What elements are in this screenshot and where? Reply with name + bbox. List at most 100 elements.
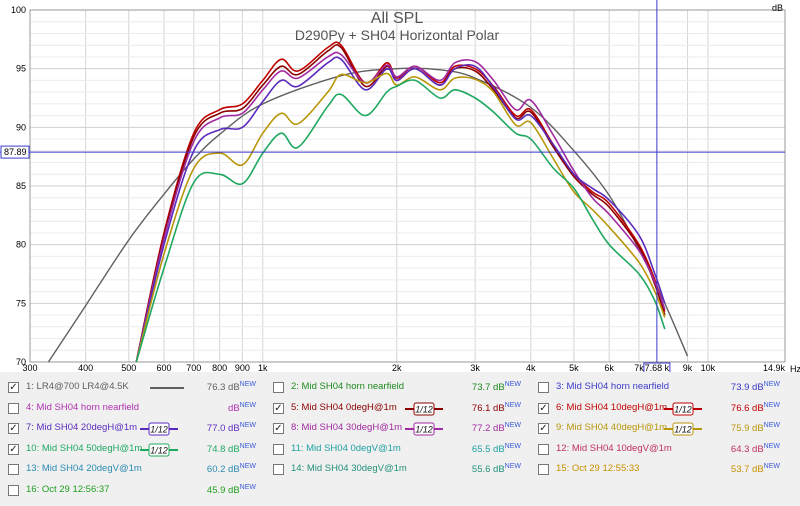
legend-checkbox[interactable] [273,464,284,475]
legend-new-badge: NEW [504,463,521,470]
smoothing-label: 1/12 [674,404,692,414]
legend-checkbox[interactable] [273,443,284,455]
smoothing-label: 1/12 [674,425,692,435]
legend-new-badge: NEW [239,483,256,491]
legend-checkbox[interactable] [538,443,549,455]
tick-labels: 300 400 500 600 700 800 900 1k 2k 3k 4k 5k 6k 7k 9k 10k… [11,5,786,372]
legend-label: 12: Mid SH04 10degV@1m [556,442,672,454]
legend-new-badge: NEW [504,422,521,429]
legend-label: 9: Mid SH04 40degH@1m [556,422,668,433]
smoothing-label: 1/12 [415,404,433,414]
x-tick-label: 900 [235,363,250,372]
legend-value-text: 76.3 dB [206,382,240,394]
smoothing-selector[interactable]: 1/12 [405,422,443,436]
x-tick-label: 10k [701,363,716,372]
legend-checkbox[interactable] [273,382,284,393]
legend-new-badge: NEW [763,401,780,409]
x-tick-label: 5k [569,363,579,372]
spl-chart[interactable]: All SPL D290Py + SH04 Horizontal Polar 3… [0,0,800,372]
legend-new-badge: NEW [763,381,780,388]
legend-new-badge: NEW [504,442,521,450]
legend-value: 60.2 dBNEW [207,463,256,475]
legend-value: 73.9 dBNEW [731,381,780,393]
legend-item[interactable]: ✓ 9: Mid SH04 40degH@1m 1/12 75.9 dBNEW [538,419,780,439]
y-tick-label: 90 [16,122,26,132]
legend-value: 45.9 dBNEW [207,484,256,496]
chart-subtitle: D290Py + SH04 Horizontal Polar [295,27,500,43]
series-line [135,72,666,363]
cursor[interactable]: 87.89 7.68 k [0,0,785,372]
x-tick-label: 800 [212,363,227,372]
legend-label: 2: Mid SH04 horn nearfield [291,381,405,392]
smoothing-selector[interactable]: 1/12 [140,443,178,456]
smoothing-selector[interactable]: 1/12 [664,422,702,436]
legend-checkbox[interactable]: ✓ [538,423,549,434]
legend-checkbox[interactable]: ✓ [538,402,549,414]
chart-title: All SPL [371,10,424,27]
legend-checkbox[interactable]: ✓ [8,443,19,455]
legend-item[interactable]: 12: Mid SH04 10degV@1m 64.3 dBNEW [538,440,780,460]
legend-new-badge: NEW [239,422,256,429]
legend-label: 8: Mid SH04 30degH@1m [291,422,403,433]
legend-item[interactable]: ✓ 1: LR4@700 LR4@4.5K 76.3 dBNEW [8,378,256,398]
legend-checkbox[interactable] [8,402,19,414]
legend-checkbox[interactable] [538,464,549,475]
x-tick-label: 7k [634,363,644,372]
legend-value-text: 60.2 dB [206,464,240,476]
x-tick-label: 4k [526,363,536,372]
legend-label: 5: Mid SH04 0degH@1m [291,401,397,413]
legend-item[interactable]: ✓ 10: Mid SH04 50degH@1m 1/12 74.8 dBNEW [8,440,256,460]
legend-item[interactable]: 13: Mid SH04 20degV@1m 60.2 dBNEW [8,460,256,480]
legend-value: 75.9 dBNEW [731,422,780,434]
legend-value-text: 76.6 dB [730,402,764,414]
legend-checkbox[interactable] [8,484,19,496]
legend-label: 16: Oct 29 12:56:37 [26,483,110,495]
legend-new-badge: NEW [763,463,780,470]
legend-item[interactable]: ✓ 6: Mid SH04 10degH@1m 1/12 76.6 dBNEW [538,399,780,419]
legend-item[interactable]: ✓ 7: Mid SH04 20degH@1m 1/12 77.0 dBNEW [8,419,256,439]
legend-new-badge: NEW [239,401,256,409]
legend-value-text: 73.7 dB [471,382,505,394]
legend-item[interactable]: 16: Oct 29 12:56:37 45.9 dBNEW [8,481,256,501]
legend-item[interactable]: 15: Oct 29 12:55:33 53.7 dBNEW [538,460,780,480]
legend-label: 15: Oct 29 12:55:33 [556,463,640,474]
x-tick-label: 300 [22,363,37,372]
legend-item[interactable]: ✓ 5: Mid SH04 0degH@1m 1/12 76.1 dBNEW [273,399,521,419]
legend-item[interactable]: 14: Mid SH04 30degV@1m 55.6 dBNEW [273,460,521,480]
legend-label: 6: Mid SH04 10degH@1m [556,401,668,413]
legend-panel: ✓ 1: LR4@700 LR4@4.5K 76.3 dBNEW 2: Mid SH0… [0,374,800,506]
series-group [47,41,689,363]
y-tick-label: 95 [16,64,26,74]
smoothing-label: 1/12 [150,445,168,455]
legend-line-swatch [150,387,184,389]
series-line [135,56,666,363]
legend-item[interactable]: ✓ 8: Mid SH04 30degH@1m 1/12 77.2 dBNEW [273,419,521,439]
legend-checkbox[interactable]: ✓ [273,402,284,414]
legend-label: 10: Mid SH04 50degH@1m [26,442,143,454]
legend-item[interactable]: 3: Mid SH04 horn nearfield 73.9 dBNEW [538,378,780,398]
legend-item[interactable]: 2: Mid SH04 horn nearfield 73.7 dBNEW [273,378,521,398]
legend-item[interactable]: 4: Mid SH04 horn nearfield dBNEW [8,399,256,419]
legend-new-badge: NEW [763,442,780,450]
legend-checkbox[interactable]: ✓ [8,382,19,393]
legend-checkbox[interactable]: ✓ [8,423,19,434]
legend-value: 74.8 dBNEW [207,443,256,455]
legend-checkbox[interactable]: ✓ [273,423,284,434]
smoothing-selector[interactable]: 1/12 [405,402,443,415]
x-tick-label: 6k [604,363,614,372]
x-tick-label: 400 [78,363,93,372]
smoothing-selector[interactable]: 1/12 [664,402,702,415]
y-tick-label: 85 [16,181,26,191]
legend-value-text: 74.8 dB [206,443,240,455]
legend-value-text: 64.3 dB [730,443,764,455]
legend-value-text: 65.5 dB [471,443,505,455]
legend-new-badge: NEW [763,422,780,429]
legend-new-badge: NEW [239,463,256,470]
legend-value: 64.3 dBNEW [731,443,780,455]
cursor-y-readout: 87.89 [4,147,27,157]
legend-checkbox[interactable] [8,464,19,475]
legend-checkbox[interactable] [538,382,549,393]
legend-value: 76.6 dBNEW [731,402,780,414]
smoothing-selector[interactable]: 1/12 [140,422,178,436]
legend-item[interactable]: 11: Mid SH04 0degV@1m 65.5 dBNEW [273,440,521,460]
